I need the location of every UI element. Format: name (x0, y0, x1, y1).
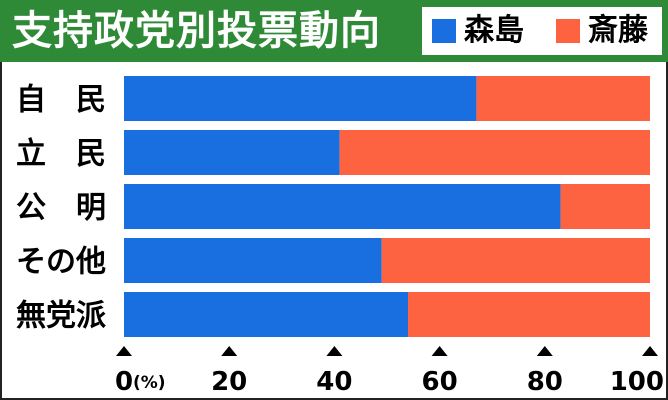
category-label: 公 明 (16, 191, 106, 226)
x-tick-label: 20 (211, 367, 247, 397)
bar-saito (476, 76, 650, 121)
bar-morishima (124, 238, 382, 283)
bar-saito (408, 292, 650, 337)
tick-marker (116, 346, 132, 356)
tick-marker (221, 346, 238, 356)
tick-marker (642, 346, 658, 356)
x-tick-label: 100 (610, 367, 664, 397)
category-label: 立 民 (16, 137, 106, 172)
chart-header: 支持政党別投票動向 森島 斎藤 (0, 0, 668, 62)
bar-morishima (124, 76, 477, 121)
tick-marker (326, 346, 343, 356)
bar-saito (339, 130, 650, 175)
legend-swatch-morishima (432, 19, 456, 43)
tick-marker (536, 346, 553, 356)
category-label: その他 (16, 245, 106, 280)
legend-swatch-saito (556, 19, 580, 43)
chart-title: 支持政党別投票動向 (12, 8, 381, 54)
bar-morishima (124, 130, 340, 175)
category-label: 無党派 (16, 299, 106, 334)
tick-marker (431, 346, 448, 356)
x-tick-label: 60 (422, 367, 458, 397)
bar-morishima (124, 292, 409, 337)
legend-label-morishima: 森島 (464, 13, 524, 48)
x-unit-label: (%) (133, 373, 166, 393)
bar-saito (381, 238, 650, 283)
legend-label-saito: 斎藤 (588, 13, 648, 48)
legend: 森島 斎藤 (422, 7, 662, 55)
category-label: 自 民 (16, 83, 106, 118)
x-tick-label: 40 (316, 367, 352, 397)
bar-morishima (124, 184, 561, 229)
bar-saito (560, 184, 650, 229)
x-tick-label: 0 (115, 367, 133, 397)
x-tick-label: 80 (527, 367, 563, 397)
